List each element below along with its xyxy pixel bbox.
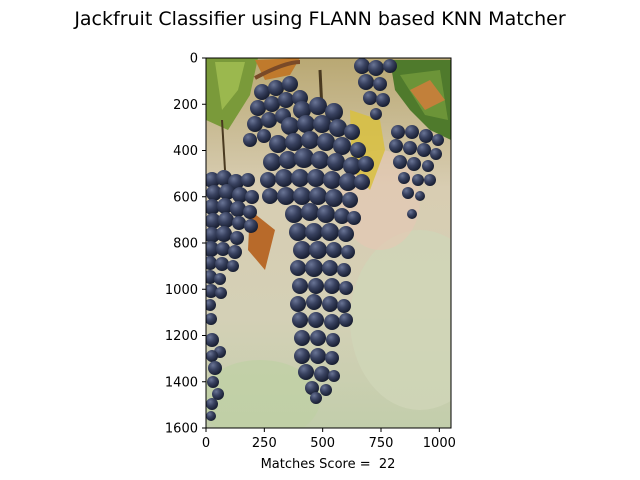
x-tick-label: 1000 (423, 436, 456, 451)
y-tick-label: 1400 (165, 375, 198, 390)
y-tick-label: 0 (190, 52, 198, 67)
x-tick-label: 250 (252, 436, 277, 451)
y-tick-label: 1200 (165, 329, 198, 344)
x-axis-label: Matches Score = 22 (261, 457, 396, 472)
chart-title: Jackfruit Classifier using FLANN based K… (73, 8, 566, 30)
x-tick-label: 500 (310, 436, 335, 451)
y-tick-label: 600 (173, 190, 198, 205)
y-tick-label: 200 (173, 98, 198, 113)
grape-photo (206, 58, 451, 428)
y-tick-label: 400 (173, 144, 198, 159)
y-axis: 0 200 400 600 800 1000 1200 1400 1600 (165, 52, 206, 437)
y-tick-label: 800 (173, 237, 198, 252)
y-tick-label: 1000 (165, 283, 198, 298)
x-tick-label: 750 (369, 436, 394, 451)
x-axis: 0 250 500 750 1000 (202, 428, 456, 451)
x-tick-label: 0 (202, 436, 210, 451)
y-tick-label: 1600 (165, 422, 198, 437)
